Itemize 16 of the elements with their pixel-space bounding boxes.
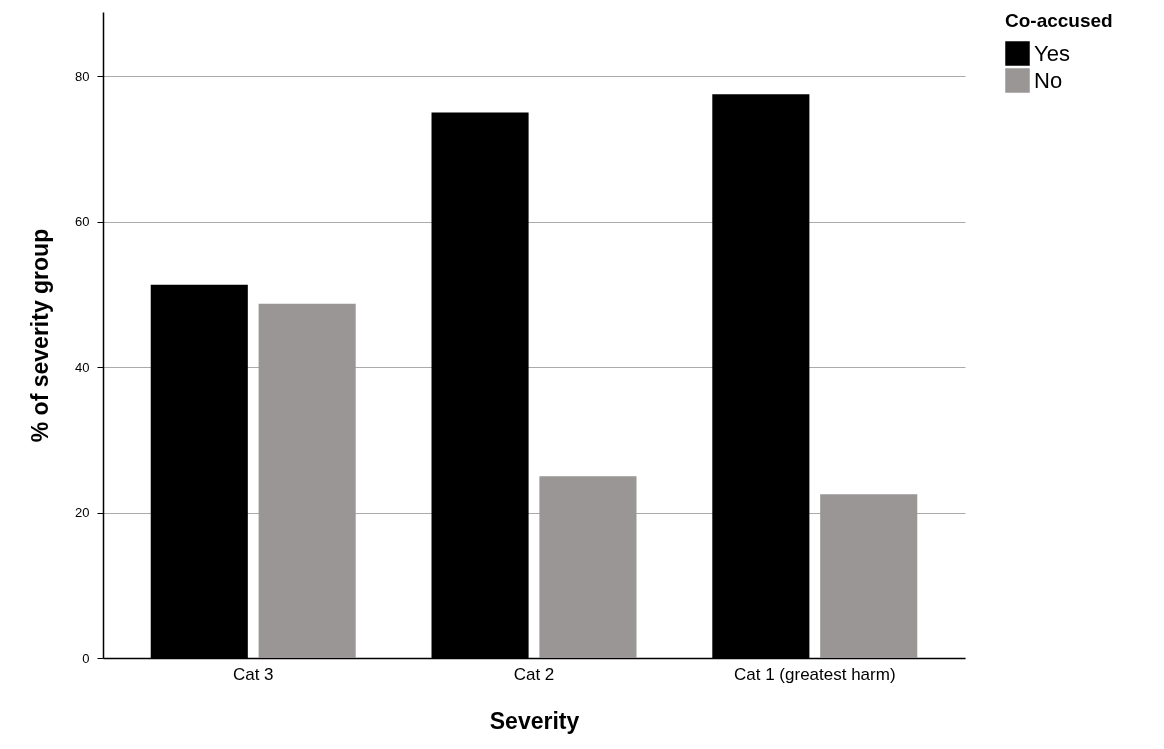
- x-axis-title: Severity: [489, 707, 580, 734]
- y-tick-label: 20: [75, 505, 90, 520]
- legend-label: No: [1034, 67, 1063, 93]
- bar: [820, 494, 918, 658]
- bar: [258, 303, 356, 658]
- x-tick-label: Cat 1 (greatest harm): [734, 664, 896, 684]
- y-tick-label: 0: [82, 650, 90, 666]
- bar: [539, 476, 637, 658]
- legend-label: Yes: [1034, 40, 1070, 66]
- x-tick-label: Cat 3: [232, 664, 274, 684]
- legend-title: Co-accused: [1005, 10, 1113, 31]
- y-tick-label: 80: [75, 68, 90, 84]
- y-tick-label: 40: [75, 359, 90, 375]
- y-axis-title: % of severity group: [27, 228, 54, 443]
- x-tick-label: Cat 2: [513, 664, 555, 684]
- y-tick-label: 60: [75, 214, 90, 230]
